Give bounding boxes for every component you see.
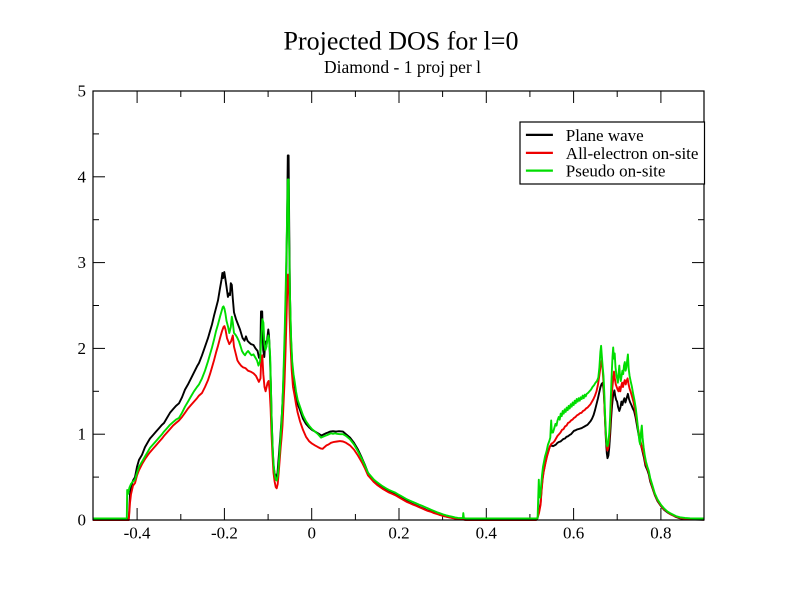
svg-text:0.8: 0.8 xyxy=(650,524,671,543)
svg-text:Diamond - 1 proj per l: Diamond - 1 proj per l xyxy=(324,57,481,77)
svg-text:0: 0 xyxy=(307,524,316,543)
svg-text:Plane wave: Plane wave xyxy=(566,126,644,145)
svg-text:Pseudo on-site: Pseudo on-site xyxy=(566,162,666,181)
svg-text:0.4: 0.4 xyxy=(476,524,498,543)
svg-text:3: 3 xyxy=(78,253,87,272)
svg-text:2: 2 xyxy=(78,339,87,358)
svg-text:0: 0 xyxy=(78,511,87,530)
svg-text:5: 5 xyxy=(78,82,87,101)
svg-text:-0.4: -0.4 xyxy=(124,524,151,543)
svg-text:All-electron on-site: All-electron on-site xyxy=(566,144,699,163)
svg-text:0.6: 0.6 xyxy=(563,524,584,543)
svg-text:-0.2: -0.2 xyxy=(211,524,238,543)
svg-text:Projected DOS for l=0: Projected DOS for l=0 xyxy=(284,27,519,56)
svg-text:1: 1 xyxy=(78,425,87,444)
svg-text:4: 4 xyxy=(78,167,87,186)
svg-text:0.2: 0.2 xyxy=(388,524,409,543)
